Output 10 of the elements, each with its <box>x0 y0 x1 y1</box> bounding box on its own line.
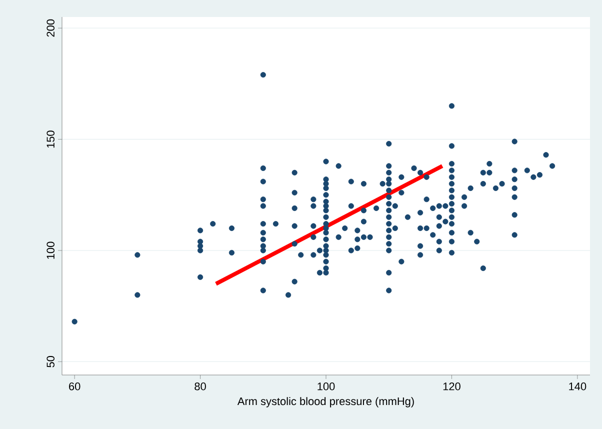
y-tick-label: 200 <box>46 19 54 37</box>
x-tick-label: 120 <box>443 382 460 390</box>
y-tick-label: 100 <box>46 242 54 259</box>
y-tick-label: 50 <box>46 356 54 368</box>
x-axis-title: Arm systolic blood pressure (mmHg) <box>237 397 414 408</box>
y-tick-label: 150 <box>46 130 54 148</box>
x-tick-label: 80 <box>194 382 206 390</box>
x-tick-label: 140 <box>569 382 586 390</box>
x-tick-label: 60 <box>69 382 80 390</box>
x-tick-label: 100 <box>318 382 335 390</box>
